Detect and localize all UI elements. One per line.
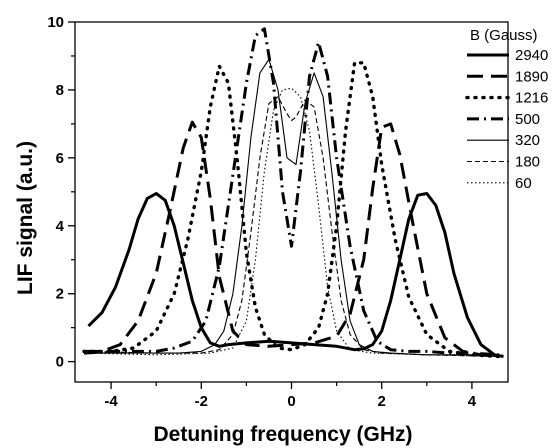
- series-1216-line: [82, 61, 501, 359]
- series-layer: [82, 27, 504, 359]
- plot-frame: [74, 21, 509, 383]
- y-tick-label: 6: [56, 150, 64, 167]
- x-tick-label: -4: [104, 393, 118, 410]
- legend-entry: 60: [515, 175, 532, 192]
- y-tick-label: 8: [56, 82, 64, 99]
- y-tick-label: 4: [56, 218, 65, 235]
- y-tick-label: 10: [47, 14, 64, 31]
- series-180-line: [88, 96, 504, 358]
- x-tick-label: -2: [195, 393, 208, 410]
- series-320-line: [88, 58, 504, 358]
- series-500-line: [83, 27, 500, 357]
- legend: B (Gauss) 2940 1890 1216 500 320 180 60: [465, 27, 548, 192]
- legend-entry: 2940: [515, 47, 548, 64]
- legend-entry: 180: [515, 154, 540, 171]
- series-1890-line: [84, 120, 500, 358]
- legend-entry: 1890: [515, 68, 548, 85]
- legend-entry: 500: [515, 111, 540, 128]
- legend-entry: 1216: [515, 90, 548, 107]
- legend-title: B (Gauss): [470, 27, 538, 44]
- x-tick-label: 2: [378, 393, 386, 410]
- axes: -4 -2 0 2 4 0 2 4 6 8 10: [47, 14, 509, 410]
- x-axis-label: Detuning frequency (GHz): [153, 423, 412, 446]
- x-tick-label: 4: [468, 393, 477, 410]
- y-axis-label: LIF signal (a.u.): [14, 141, 37, 295]
- y-tick-label: 0: [56, 354, 64, 371]
- y-tick-label: 2: [56, 286, 64, 303]
- legend-entry: 320: [515, 132, 540, 149]
- series-60-line: [88, 87, 504, 358]
- x-tick-label: 0: [287, 393, 295, 410]
